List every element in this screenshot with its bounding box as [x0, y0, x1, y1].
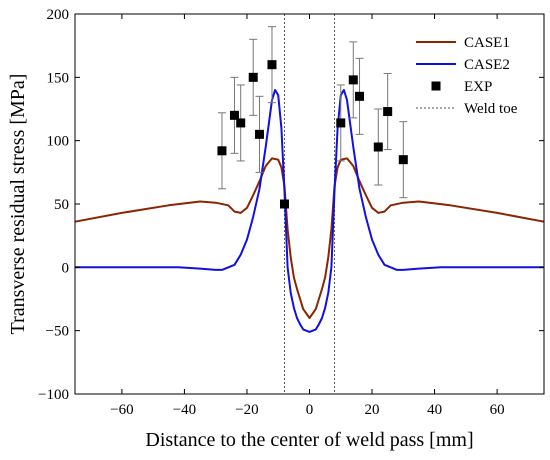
exp-points [217, 26, 408, 209]
legend-exp-label: EXP [464, 79, 492, 95]
exp-point [267, 60, 277, 70]
y-tick-label: 200 [47, 7, 70, 23]
series-line-case1 [74, 157, 545, 319]
x-tick-label: 60 [490, 402, 505, 418]
x-tick-label: 0 [306, 402, 314, 418]
exp-point [217, 146, 227, 156]
y-tick-label: 100 [47, 134, 70, 150]
x-tick-label: 20 [365, 402, 380, 418]
y-tick-label: 0 [62, 260, 70, 276]
x-tick-label: −60 [110, 402, 133, 418]
exp-point [279, 199, 289, 209]
exp-point [373, 142, 383, 152]
y-axis-title: Transverse residual stress [MPa] [7, 74, 29, 335]
exp-point [355, 91, 365, 101]
y-tick-label: 150 [47, 70, 70, 86]
legend-case2-label: CASE2 [464, 57, 510, 73]
series-lines [74, 89, 545, 333]
x-axis-title: Distance to the center of weld pass [mm] [145, 429, 473, 451]
exp-point [348, 75, 358, 85]
legend-weld-toe-label: Weld toe [464, 101, 518, 117]
x-tick-label: 40 [427, 402, 442, 418]
legend: CASE1 CASE2 EXP Weld toe [416, 35, 518, 117]
y-axis-ticks: −100 −50 0 50 100 150 200 [38, 7, 544, 403]
series-line-case2 [75, 89, 544, 333]
exp-point [336, 118, 346, 128]
legend-exp-marker [431, 81, 441, 91]
exp-point [229, 110, 239, 120]
exp-point [254, 129, 264, 139]
exp-point [248, 72, 258, 82]
legend-case1-label: CASE1 [464, 35, 510, 51]
y-tick-label: −50 [46, 324, 69, 340]
y-tick-label: −100 [38, 387, 69, 403]
exp-point [398, 155, 408, 165]
x-tick-label: −20 [235, 402, 258, 418]
exp-point [236, 118, 246, 128]
x-axis-ticks: −60 −40 −20 0 20 40 60 [110, 14, 505, 418]
x-tick-label: −40 [173, 402, 196, 418]
exp-point [383, 107, 393, 117]
y-tick-label: 50 [54, 197, 69, 213]
